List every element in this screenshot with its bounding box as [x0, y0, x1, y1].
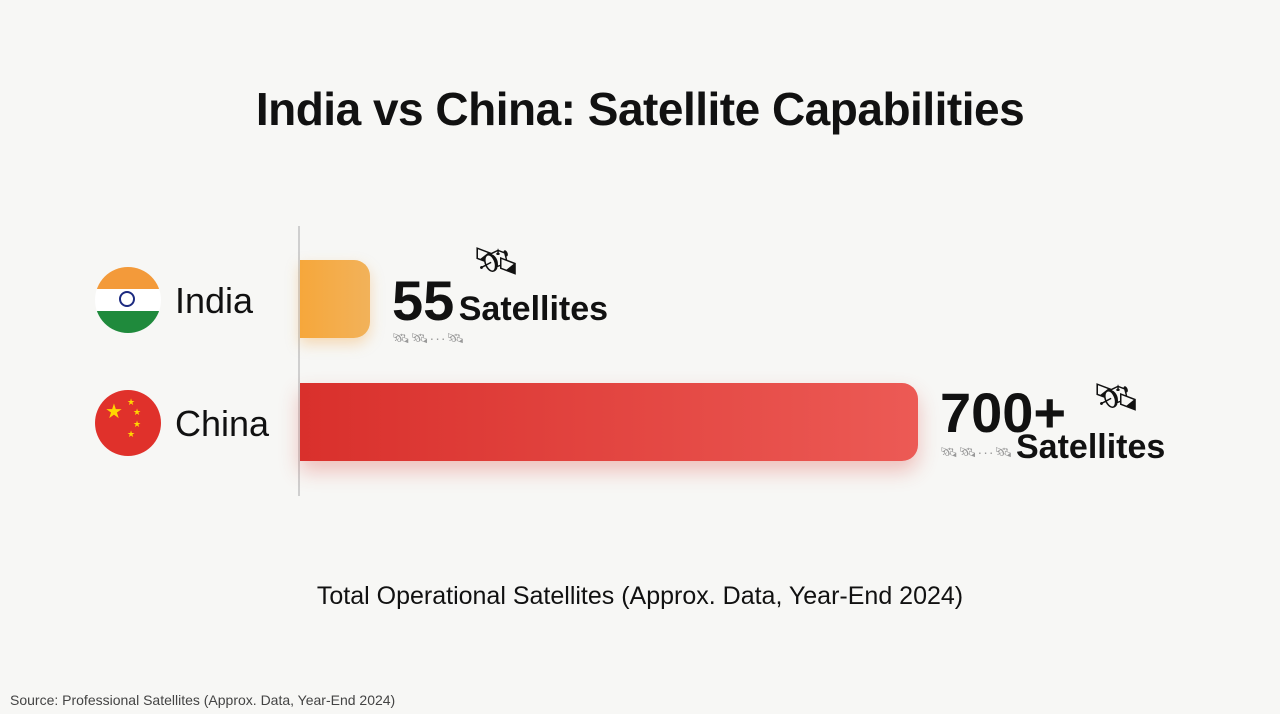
satellite-row-icon: 🛰🛰···🛰: [940, 444, 1014, 460]
india-flag-icon: [95, 267, 161, 333]
data-label-china-unit: Satellites: [1016, 428, 1166, 466]
x-axis-label: Total Operational Satellites (Approx. Da…: [316, 582, 964, 610]
y-axis-line: [298, 226, 300, 496]
satellite-row-icon: 🛰🛰···🛰: [392, 330, 466, 346]
data-label-china-number: 700+: [940, 381, 1067, 444]
bar-china: [300, 383, 918, 461]
data-label-china: 700+: [940, 380, 1066, 445]
satellite-icon: 🛰: [1092, 377, 1141, 419]
satellite-icon: 🛰: [472, 241, 521, 283]
data-label-india-number: 55: [392, 269, 455, 332]
chart-title: India vs China: Satellite Capabilities: [255, 83, 1025, 135]
category-label-china: China: [175, 403, 270, 444]
category-label-india: India: [175, 280, 254, 321]
source-note: Source: Professional Satellites (Approx.…: [10, 692, 396, 708]
data-label-india-unit: Satellites: [458, 290, 609, 328]
china-flag-icon: ★ ★ ★ ★ ★: [95, 390, 161, 456]
data-label-india: 55 Satellites: [392, 268, 608, 333]
bar-india: [300, 260, 370, 338]
